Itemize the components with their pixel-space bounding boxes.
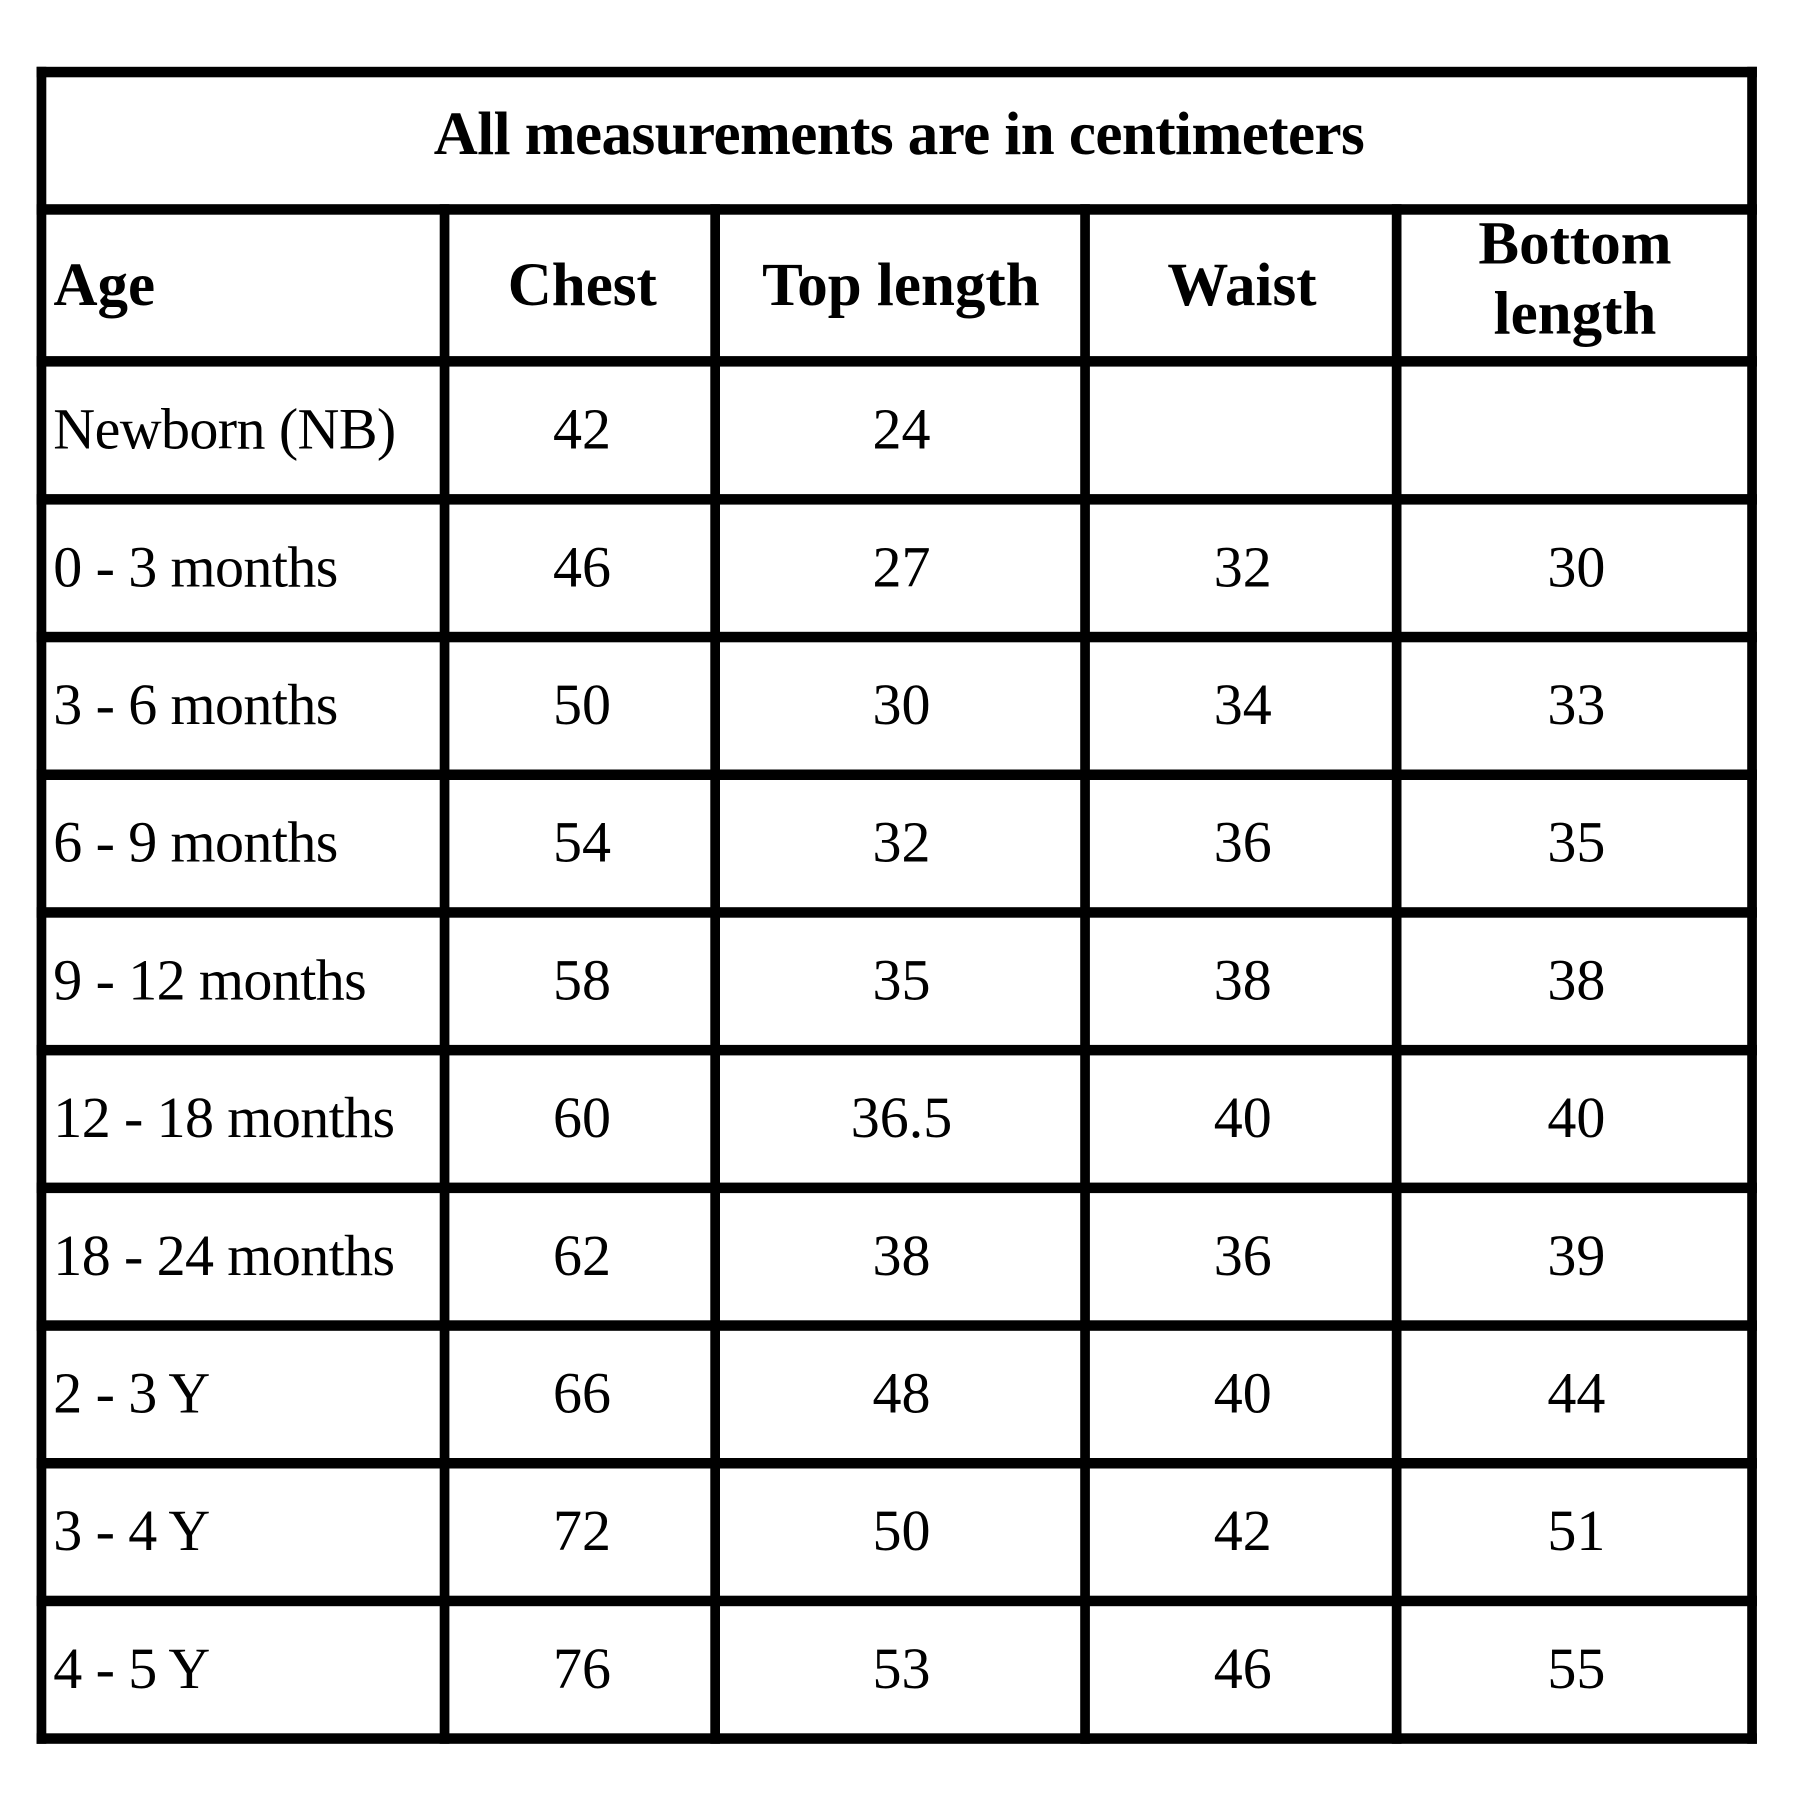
svg-text:46: 46 bbox=[553, 534, 611, 599]
svg-text:Chest: Chest bbox=[508, 252, 658, 319]
svg-text:3 - 6 months: 3 - 6 months bbox=[53, 672, 337, 737]
svg-text:36: 36 bbox=[1214, 1223, 1272, 1288]
svg-text:42: 42 bbox=[553, 396, 611, 461]
svg-text:55: 55 bbox=[1547, 1636, 1605, 1701]
svg-text:27: 27 bbox=[873, 534, 931, 599]
svg-text:3 - 4 Y: 3 - 4 Y bbox=[53, 1498, 209, 1563]
svg-text:32: 32 bbox=[1214, 534, 1272, 599]
svg-text:12 - 18 months: 12 - 18 months bbox=[53, 1085, 394, 1150]
svg-text:38: 38 bbox=[873, 1223, 931, 1288]
svg-text:54: 54 bbox=[553, 810, 611, 875]
svg-text:33: 33 bbox=[1547, 672, 1605, 737]
svg-text:32: 32 bbox=[873, 810, 931, 875]
svg-text:2 - 3 Y: 2 - 3 Y bbox=[53, 1361, 209, 1426]
svg-text:46: 46 bbox=[1214, 1636, 1272, 1701]
svg-text:72: 72 bbox=[553, 1498, 611, 1563]
svg-text:44: 44 bbox=[1547, 1361, 1605, 1426]
svg-text:76: 76 bbox=[553, 1636, 611, 1701]
svg-text:6 - 9 months: 6 - 9 months bbox=[53, 810, 337, 875]
svg-text:40: 40 bbox=[1547, 1085, 1605, 1150]
svg-text:Newborn (NB): Newborn (NB) bbox=[53, 396, 395, 461]
svg-text:40: 40 bbox=[1214, 1361, 1272, 1426]
svg-text:66: 66 bbox=[553, 1361, 611, 1426]
svg-text:58: 58 bbox=[553, 947, 611, 1012]
svg-text:35: 35 bbox=[1547, 810, 1605, 875]
svg-text:42: 42 bbox=[1214, 1498, 1272, 1563]
svg-text:0 - 3 months: 0 - 3 months bbox=[53, 534, 337, 599]
svg-text:All measurements are in centim: All measurements are in centimeters bbox=[434, 101, 1365, 168]
svg-text:35: 35 bbox=[873, 947, 931, 1012]
svg-text:30: 30 bbox=[1547, 534, 1605, 599]
svg-text:62: 62 bbox=[553, 1223, 611, 1288]
svg-text:length: length bbox=[1494, 281, 1657, 348]
svg-text:51: 51 bbox=[1547, 1498, 1605, 1563]
svg-text:36: 36 bbox=[1214, 810, 1272, 875]
svg-text:39: 39 bbox=[1547, 1223, 1605, 1288]
svg-text:38: 38 bbox=[1214, 947, 1272, 1012]
svg-text:48: 48 bbox=[873, 1361, 931, 1426]
svg-text:18 - 24 months: 18 - 24 months bbox=[53, 1223, 394, 1288]
svg-text:Top length: Top length bbox=[762, 252, 1039, 319]
svg-text:30: 30 bbox=[873, 672, 931, 737]
svg-text:9 - 12 months: 9 - 12 months bbox=[53, 947, 366, 1012]
svg-text:36.5: 36.5 bbox=[851, 1085, 953, 1150]
svg-text:40: 40 bbox=[1214, 1085, 1272, 1150]
svg-text:53: 53 bbox=[873, 1636, 931, 1701]
svg-text:Age: Age bbox=[54, 252, 156, 319]
svg-text:Bottom: Bottom bbox=[1478, 211, 1671, 278]
svg-text:38: 38 bbox=[1547, 947, 1605, 1012]
svg-text:4 - 5 Y: 4 - 5 Y bbox=[53, 1636, 209, 1701]
svg-text:50: 50 bbox=[873, 1498, 931, 1563]
svg-text:34: 34 bbox=[1214, 672, 1272, 737]
svg-text:Waist: Waist bbox=[1167, 252, 1317, 319]
svg-text:60: 60 bbox=[553, 1085, 611, 1150]
svg-text:50: 50 bbox=[553, 672, 611, 737]
svg-text:24: 24 bbox=[873, 396, 931, 461]
